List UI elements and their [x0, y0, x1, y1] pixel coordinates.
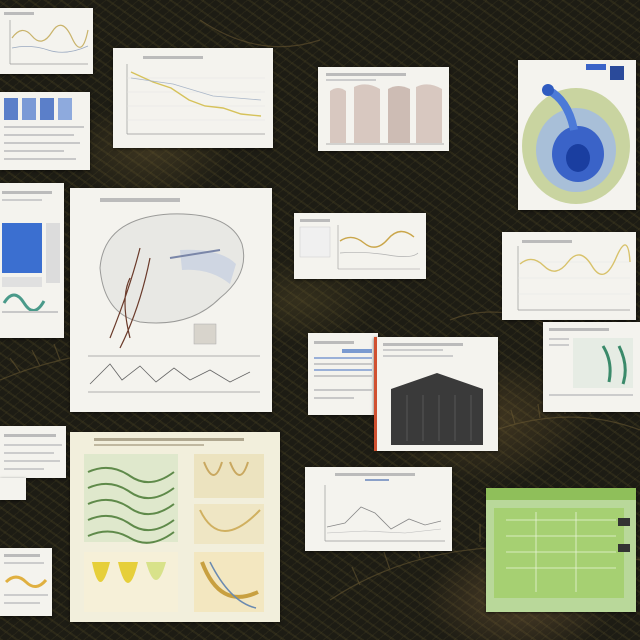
- document-graphic: [0, 548, 52, 616]
- blue-table: [0, 92, 90, 170]
- wave-chart-mid: [294, 213, 426, 279]
- small-note-left: [0, 426, 66, 478]
- green-screen: [486, 488, 636, 612]
- bar-panel: [318, 67, 449, 151]
- brain-illustration: [70, 188, 272, 412]
- screen-graphic: [486, 488, 636, 612]
- bar-chart-graphic: [318, 67, 449, 151]
- report-sheet: [308, 333, 378, 415]
- table-graphic: [308, 333, 378, 415]
- line-chart-top-center: [113, 48, 273, 148]
- line-chart-graphic: [305, 467, 452, 551]
- small-card-bottom-left: [0, 548, 52, 616]
- line-chart-graphic: [0, 8, 93, 74]
- botanical-poster: [70, 432, 280, 622]
- document-graphic: [0, 426, 66, 478]
- brain-diagram: [70, 188, 272, 412]
- small-chart-right: [543, 322, 640, 412]
- building-illustration: [377, 337, 498, 451]
- screen-graphic: [0, 183, 64, 338]
- dark-building: [374, 337, 498, 451]
- line-chart-graphic: [113, 48, 273, 148]
- diagram-graphic: [543, 322, 640, 412]
- wave-chart-right: [502, 232, 636, 320]
- table-graphic: [0, 92, 90, 170]
- blue-screen: [0, 183, 64, 338]
- botanical-illustration: [70, 432, 280, 622]
- chart-top-left: [0, 8, 93, 74]
- corner-tag: [0, 478, 26, 500]
- blue-swirl: [518, 60, 636, 210]
- plot-bottom-mid: [305, 467, 452, 551]
- line-chart-graphic: [502, 232, 636, 320]
- line-chart-graphic: [294, 213, 426, 279]
- swirl-illustration: [518, 60, 636, 210]
